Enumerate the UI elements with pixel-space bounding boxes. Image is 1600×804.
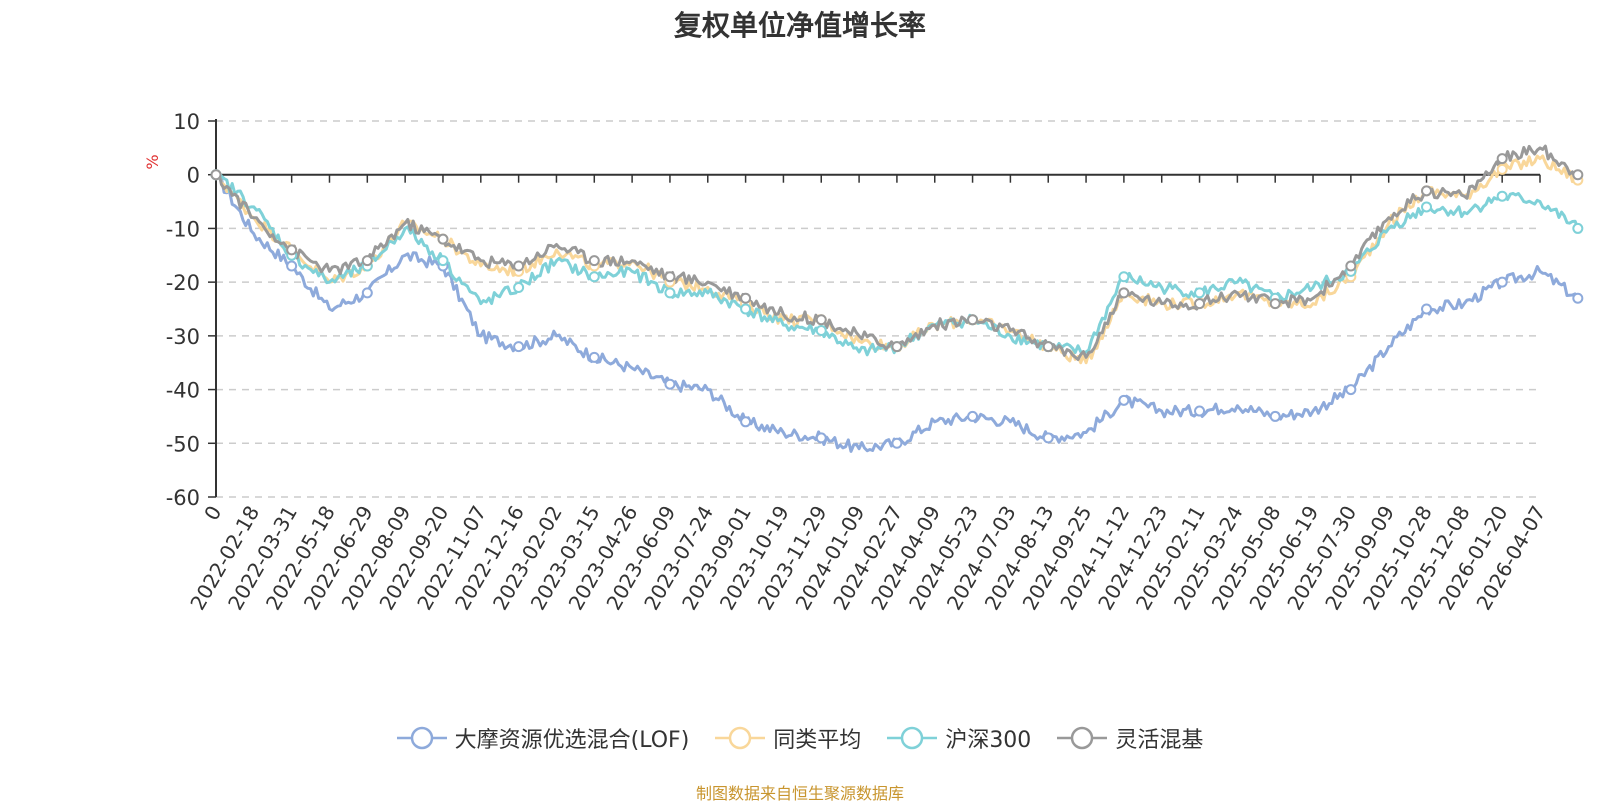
- data-point: [513, 341, 525, 353]
- data-point: [1572, 222, 1584, 234]
- data-point: [1118, 271, 1130, 283]
- chart-title: 复权单位净值增长率: [673, 9, 926, 42]
- legend-item[interactable]: 沪深300: [887, 722, 1031, 754]
- y-axis-label: %: [143, 154, 162, 169]
- data-point: [1194, 287, 1206, 299]
- series-line-3: [214, 170, 1580, 357]
- data-point: [437, 233, 449, 245]
- data-point: [664, 378, 676, 390]
- y-tick-label: 10: [173, 110, 200, 134]
- source-note: 制图数据来自恒生聚源数据库: [695, 784, 904, 803]
- data-point: [740, 292, 752, 304]
- data-point: [740, 416, 752, 428]
- data-point: [1496, 190, 1508, 202]
- data-point: [967, 314, 979, 326]
- legend-marker-icon: [1057, 726, 1108, 750]
- legend: 大摩资源优选混合(LOF) 同类平均 沪深300 灵活混基: [0, 722, 1600, 754]
- data-point: [1345, 260, 1357, 272]
- legend-item[interactable]: 灵活混基: [1057, 722, 1203, 754]
- data-point: [1118, 394, 1130, 406]
- y-tick-label: -40: [166, 379, 200, 403]
- data-point: [1421, 185, 1433, 197]
- data-point: [286, 260, 298, 272]
- legend-label: 沪深300: [945, 728, 1032, 753]
- data-point: [1496, 276, 1508, 288]
- data-point: [815, 432, 827, 444]
- legend-marker-icon: [715, 726, 766, 750]
- series-markers: [210, 153, 1584, 449]
- data-point: [361, 287, 373, 299]
- legend-label: 灵活混基: [1115, 728, 1204, 753]
- data-point: [740, 303, 752, 315]
- legend-marker-icon: [396, 726, 447, 750]
- legend-item[interactable]: 大摩资源优选混合(LOF): [396, 722, 690, 754]
- data-point: [1269, 298, 1281, 310]
- data-point: [1572, 292, 1584, 304]
- y-tick-label: -30: [166, 325, 200, 349]
- data-point: [967, 410, 979, 422]
- y-tick-label: -60: [166, 486, 200, 510]
- data-point: [891, 437, 903, 449]
- data-point: [361, 255, 373, 267]
- data-point: [588, 351, 600, 363]
- y-tick-label: -20: [166, 271, 200, 295]
- data-point: [1345, 384, 1357, 396]
- data-point: [513, 260, 525, 272]
- data-point: [1194, 298, 1206, 310]
- legend-marker-icon: [887, 726, 938, 750]
- y-tick-labels: 10 0 -10 -20 -30 -40 -50 -60: [166, 110, 200, 510]
- data-point: [588, 255, 600, 267]
- legend-label: 大摩资源优选混合(LOF): [454, 728, 690, 753]
- data-point: [664, 271, 676, 283]
- data-point: [1496, 163, 1508, 175]
- x-tick-label: 0: [199, 502, 226, 525]
- series-line-1: [215, 172, 1580, 453]
- legend-item[interactable]: 同类平均: [715, 722, 861, 754]
- data-point: [1194, 405, 1206, 417]
- data-point: [437, 255, 449, 267]
- y-tick-label: -10: [166, 217, 200, 241]
- data-point: [1118, 287, 1130, 299]
- data-point: [286, 244, 298, 256]
- data-point: [664, 287, 676, 299]
- grid-lines: [216, 120, 1540, 498]
- x-tick-labels: 02022-02-182022-03-312022-05-182022-06-2…: [185, 502, 1550, 615]
- data-point: [1042, 341, 1054, 353]
- series-lines: [214, 144, 1580, 453]
- data-point: [1421, 201, 1433, 213]
- data-point: [891, 341, 903, 353]
- data-point: [1572, 169, 1584, 181]
- data-point: [513, 282, 525, 294]
- data-point: [1496, 153, 1508, 165]
- axes: [208, 119, 1541, 498]
- y-tick-label: 0: [187, 164, 200, 188]
- data-point: [1421, 303, 1433, 315]
- y-tick-label: -50: [166, 432, 200, 456]
- data-point: [1042, 432, 1054, 444]
- line-chart: 10 0 -10 -20 -30 -40 -50 -60 02022-02-182022-03…: [143, 110, 1584, 615]
- data-point: [815, 314, 827, 326]
- data-point: [1269, 410, 1281, 422]
- legend-label: 同类平均: [773, 728, 862, 753]
- data-point: [588, 271, 600, 283]
- data-point: [815, 324, 827, 336]
- data-point: [210, 169, 222, 181]
